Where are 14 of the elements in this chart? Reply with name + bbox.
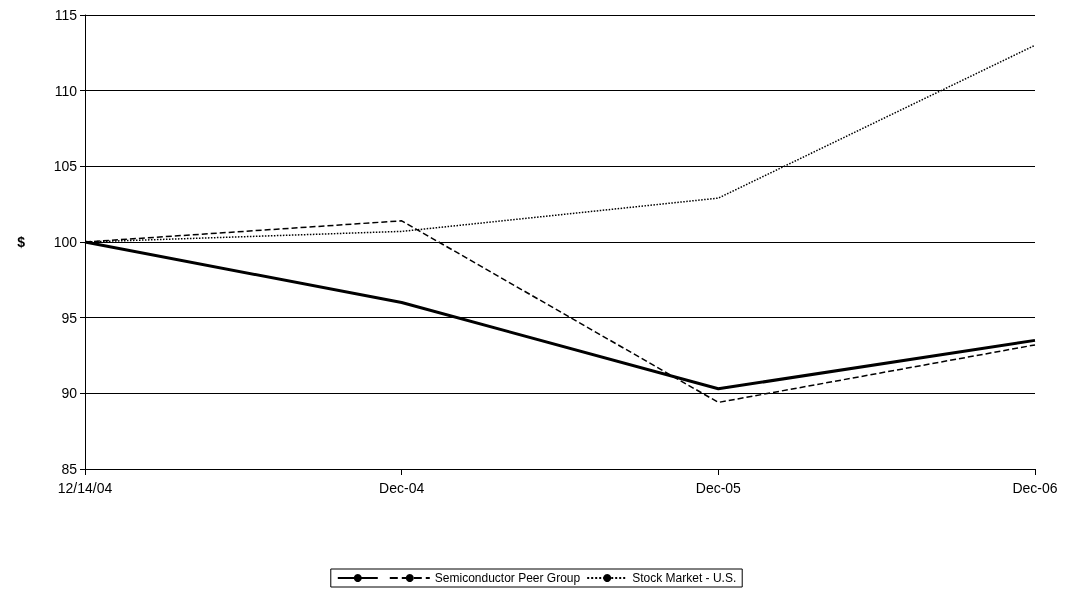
x-tick-label: Dec-04: [379, 480, 425, 496]
y-tick-label: 115: [54, 7, 78, 23]
y-tick-label: 100: [53, 234, 78, 250]
y-tick-label: 85: [61, 461, 78, 477]
legend-label: Stock Market - U.S.: [632, 571, 737, 585]
x-tick-label: Dec-06: [1012, 480, 1058, 496]
x-tick-label: 12/14/04: [57, 480, 113, 496]
y-tick-label: 110: [54, 82, 78, 99]
y-axis-title: $: [17, 234, 26, 250]
y-tick-label: 95: [61, 309, 78, 326]
y-tick-label: 105: [53, 158, 78, 175]
x-tick-label: Dec-05: [695, 480, 742, 496]
legend-label: Semiconductor Peer Group: [434, 571, 581, 585]
y-tick-label: 90: [61, 385, 78, 402]
